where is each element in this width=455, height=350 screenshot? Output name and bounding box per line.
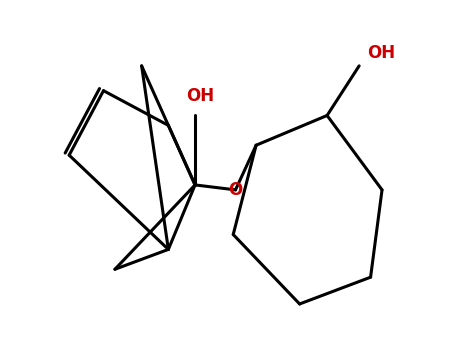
Text: OH: OH xyxy=(367,44,395,62)
Text: OH: OH xyxy=(187,87,214,105)
Text: O: O xyxy=(228,181,243,199)
